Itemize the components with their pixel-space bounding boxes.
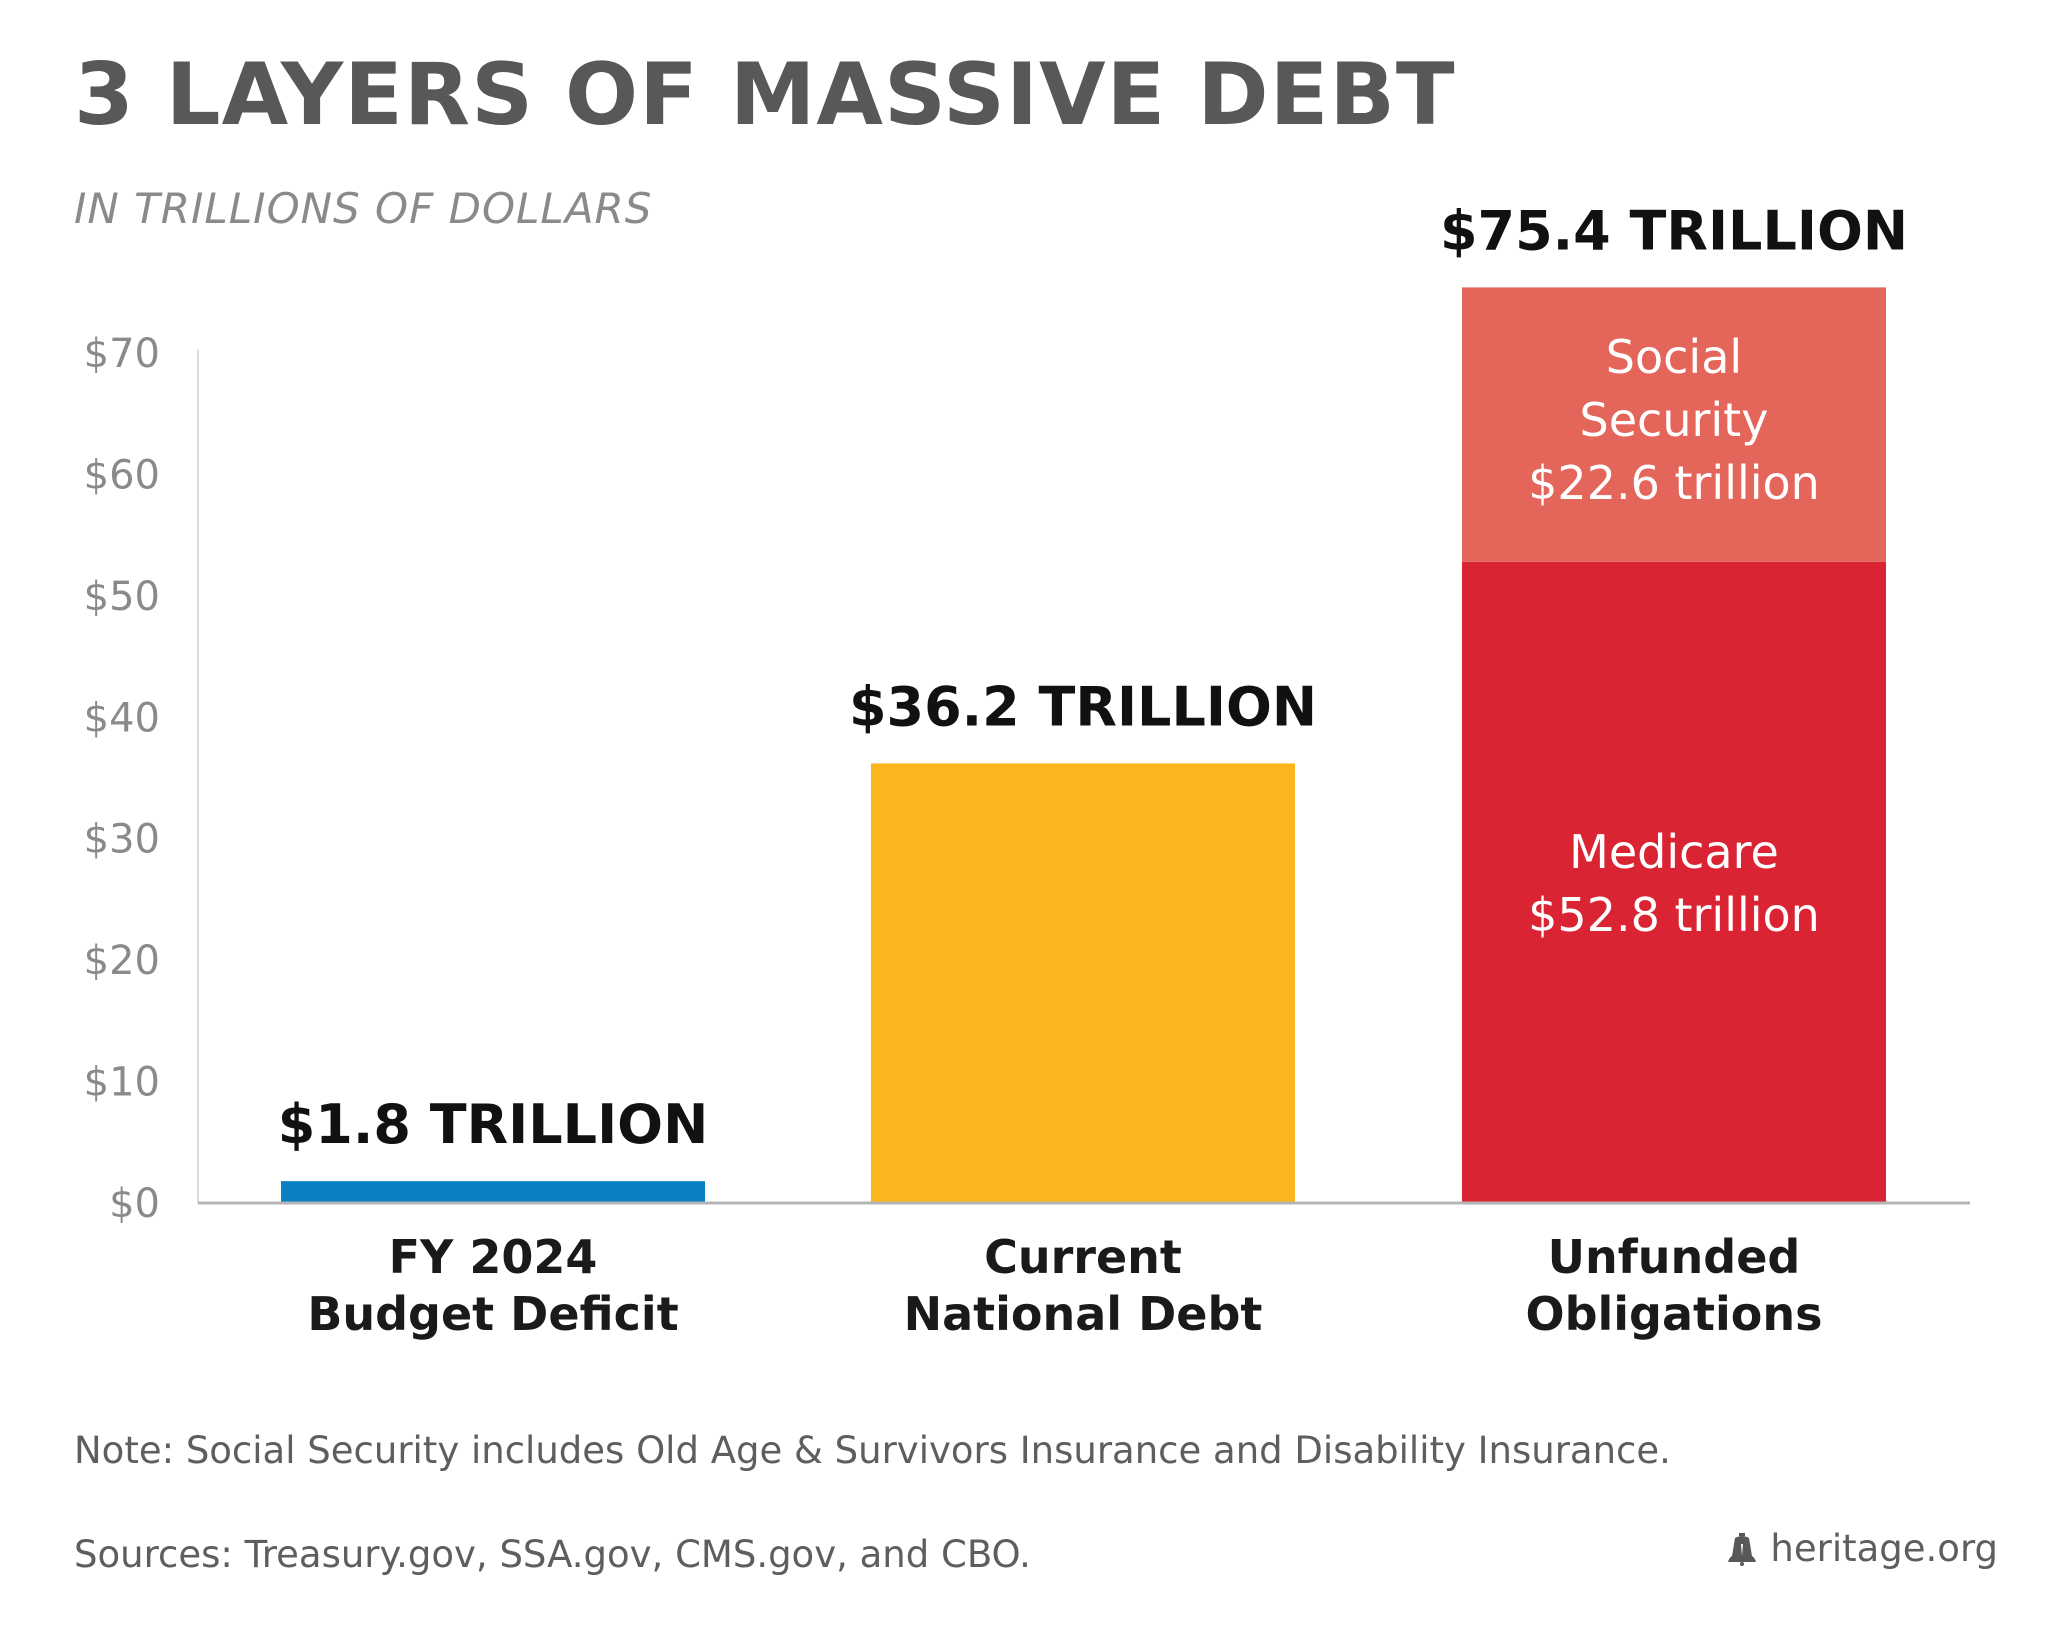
segment-label: $22.6 trillion: [1528, 456, 1820, 510]
bar-segment: [871, 763, 1295, 1203]
segment-label: Social: [1606, 330, 1742, 384]
bar-segment: [281, 1181, 705, 1203]
bar-value-label: $36.2 TRILLION: [849, 675, 1317, 738]
brand[interactable]: heritage.org: [1726, 1530, 1998, 1567]
bar-chart: $0 $10 $20 $30 $40 $50 $60 $70 $1.8 TRILLION FY 2…: [84, 199, 1970, 1341]
footnote: Note: Social Security includes Old Age &…: [74, 1429, 1671, 1472]
bar-segment: [1462, 287, 1886, 562]
bar-value-label: $1.8 TRILLION: [278, 1093, 709, 1156]
y-tick-label: $10: [84, 1060, 160, 1106]
y-tick-label: $20: [84, 938, 160, 984]
category-label: Obligations: [1525, 1287, 1822, 1341]
segment-label: Medicare: [1569, 825, 1779, 879]
category-label: FY 2024: [389, 1230, 598, 1284]
bar-value-label: $75.4 TRILLION: [1440, 199, 1908, 262]
category-label: Budget Deficit: [307, 1287, 678, 1341]
category-label: National Debt: [904, 1287, 1263, 1341]
chart-subtitle: IN TRILLIONS OF DOLLARS: [74, 184, 653, 233]
chart-title: 3 LAYERS OF MASSIVE DEBT: [74, 45, 1456, 145]
segment-label: Security: [1580, 393, 1769, 447]
y-tick-label: $0: [109, 1181, 160, 1227]
y-tick-label: $30: [84, 817, 160, 863]
category-label: Current: [984, 1230, 1182, 1284]
brand-text: heritage.org: [1770, 1527, 1998, 1570]
y-tick-label: $60: [84, 452, 160, 498]
y-tick-label: $70: [84, 331, 160, 377]
segment-label: $52.8 trillion: [1528, 888, 1820, 942]
sources-line: Sources: Treasury.gov, SSA.gov, CMS.gov,…: [74, 1533, 1031, 1576]
y-tick-label: $50: [84, 574, 160, 620]
bar-segment: [1462, 561, 1886, 1203]
category-label: Unfunded: [1548, 1230, 1801, 1284]
y-tick-label: $40: [84, 695, 160, 741]
liberty-bell-icon: [1728, 1532, 1757, 1566]
